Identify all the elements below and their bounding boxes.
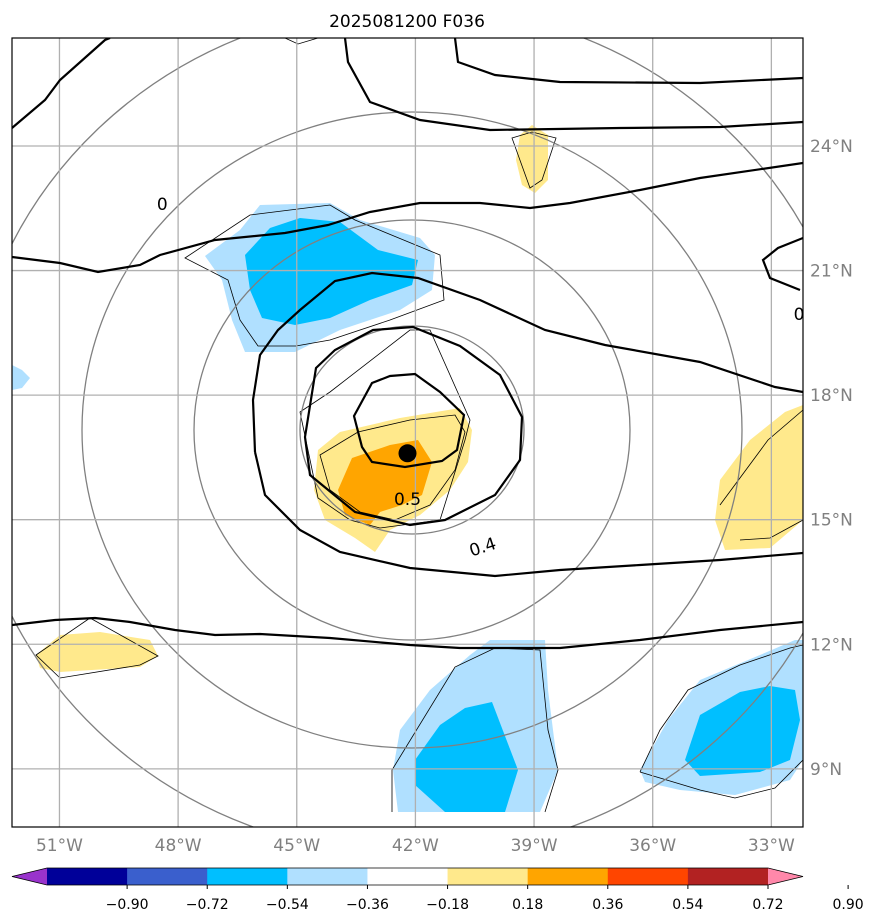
chart-title: 2025081200 F036	[329, 12, 485, 32]
colorbar-segment	[687, 868, 769, 885]
colorbar-segment	[127, 868, 208, 885]
colorbar-tick-label: 0.90	[833, 897, 864, 913]
center-marker	[398, 444, 417, 463]
colorbar-segment	[287, 868, 368, 885]
lon-tick-label: 45°W	[273, 836, 320, 856]
contour-label: 0	[794, 305, 805, 325]
lon-tick-label: 48°W	[155, 836, 202, 856]
lat-tick-label: 18°N	[810, 386, 853, 406]
colorbar-tick-label: −0.54	[266, 897, 309, 913]
map-frame	[11, 37, 804, 828]
contour-label: 0	[157, 195, 168, 215]
colorbar-segment	[207, 868, 288, 885]
graticule	[12, 38, 803, 827]
colorbar-tick-label: 0.72	[752, 897, 783, 913]
colorbar-tick-label: 0.18	[512, 897, 543, 913]
colorbar-tick-label: −0.18	[426, 897, 469, 913]
colorbar-segment	[447, 868, 529, 885]
colorbar-tick-label: −0.36	[346, 897, 389, 913]
contour-label: 0.5	[394, 490, 421, 510]
lon-tick-label: 42°W	[392, 836, 439, 856]
colorbar-segment	[367, 868, 449, 885]
lat-tick-label: 24°N	[810, 137, 853, 157]
colorbar: −0.90 −0.72 −0.54 −0.36 −0.18 0.18 0.36 0.54 0.7…	[11, 867, 864, 913]
map-area: 0.5 0.4 0 0	[12, 38, 805, 827]
lat-tick-label: 15°N	[810, 511, 853, 531]
lon-tick-label: 36°W	[629, 836, 676, 856]
shaded-fields	[12, 125, 803, 812]
thin-contours	[35, 38, 803, 813]
lon-tick-label: 51°W	[36, 836, 83, 856]
shade-neg-west-edge	[12, 365, 30, 390]
lat-tick-label: 12°N	[810, 635, 853, 655]
colorbar-tick-label: −0.90	[106, 897, 149, 913]
colorbar-extend-low	[12, 868, 47, 885]
colorbar-segment	[607, 868, 689, 885]
longitude-ticks: 51°W 48°W 45°W 42°W 39°W 36°W 33°W	[36, 836, 795, 856]
colorbar-tick-label: 0.36	[592, 897, 623, 913]
lon-tick-label: 33°W	[748, 836, 795, 856]
lat-tick-label: 9°N	[810, 760, 842, 780]
shade-pos-top	[516, 125, 548, 193]
contour-label: 0.4	[467, 534, 499, 561]
colorbar-extend-high	[768, 868, 803, 885]
latitude-ticks: 24°N 21°N 18°N 15°N 12°N 9°N	[810, 137, 853, 780]
colorbar-segment	[47, 868, 128, 885]
colorbar-tick-label: 0.54	[672, 897, 703, 913]
lat-tick-label: 21°N	[810, 262, 853, 282]
colorbar-tick-label: −0.72	[186, 897, 229, 913]
shade-pos-east	[715, 405, 803, 550]
lon-tick-label: 39°W	[511, 836, 558, 856]
colorbar-segment	[527, 868, 609, 885]
colorbar-outline	[11, 867, 804, 886]
shade-pos-sw	[36, 632, 158, 672]
shade-neg-south-inner	[415, 702, 518, 812]
shade-neg-nw-inner	[245, 218, 418, 325]
thick-contours	[12, 38, 803, 650]
